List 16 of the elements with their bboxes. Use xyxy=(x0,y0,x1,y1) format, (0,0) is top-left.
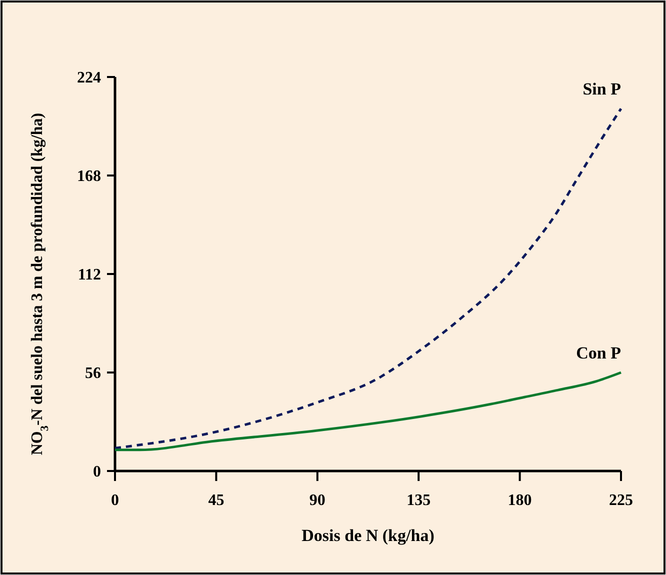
series-label: Con P xyxy=(576,344,621,362)
y-tick-label: 112 xyxy=(78,266,101,284)
y-tick-label: 224 xyxy=(77,70,101,87)
series-label: Sin P xyxy=(582,80,621,99)
x-tick-label: 225 xyxy=(609,492,633,509)
x-tick-label: 135 xyxy=(406,492,431,509)
x-tick-label: 0 xyxy=(111,492,119,509)
x-tick-label: 45 xyxy=(208,492,224,509)
x-tick-label: 90 xyxy=(309,492,326,509)
y-tick-label: 168 xyxy=(77,168,101,186)
line-series xyxy=(114,371,622,452)
y-tick-label: 0 xyxy=(93,464,101,481)
x-axis-title: Dosis de N (kg/ha) xyxy=(302,526,434,545)
x-tick-label: 180 xyxy=(508,492,532,509)
line-series xyxy=(114,107,622,450)
y-tick-label: 56 xyxy=(85,365,101,382)
